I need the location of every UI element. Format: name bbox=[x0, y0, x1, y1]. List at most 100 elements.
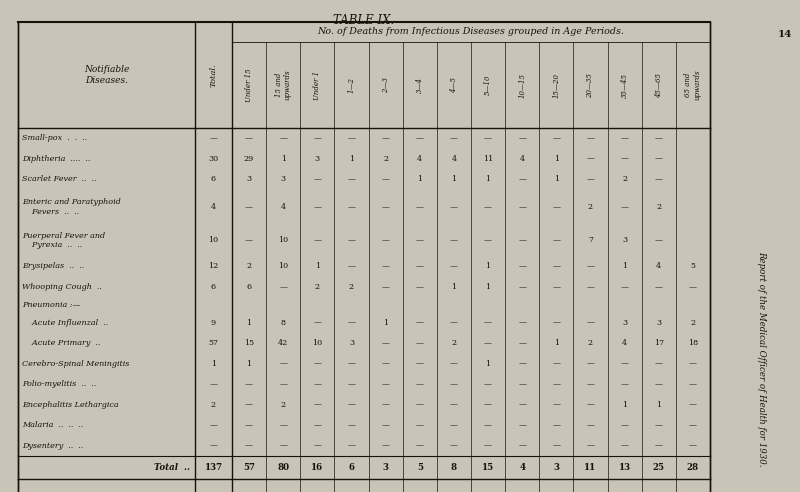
Text: —: — bbox=[314, 421, 322, 429]
Text: —: — bbox=[518, 134, 526, 142]
Text: 35—45: 35—45 bbox=[621, 72, 629, 97]
Text: —: — bbox=[279, 360, 287, 368]
Text: —: — bbox=[382, 283, 390, 291]
Text: 14: 14 bbox=[778, 30, 792, 39]
Text: —: — bbox=[347, 175, 355, 183]
Text: —: — bbox=[552, 319, 560, 327]
Text: 1: 1 bbox=[246, 360, 252, 368]
Text: 1: 1 bbox=[486, 360, 490, 368]
Text: 2: 2 bbox=[622, 175, 627, 183]
Text: —: — bbox=[654, 155, 662, 163]
Text: 1: 1 bbox=[656, 401, 662, 409]
Text: —: — bbox=[484, 339, 492, 347]
Text: —: — bbox=[245, 203, 253, 211]
Text: —: — bbox=[382, 421, 390, 429]
Text: —: — bbox=[552, 283, 560, 291]
Text: —: — bbox=[314, 442, 322, 450]
Text: —: — bbox=[314, 175, 322, 183]
Text: Cerebro-Spinal Meningitis: Cerebro-Spinal Meningitis bbox=[22, 360, 130, 368]
Text: —: — bbox=[654, 421, 662, 429]
Text: 10: 10 bbox=[278, 236, 288, 244]
Text: 1: 1 bbox=[314, 262, 320, 271]
Text: —: — bbox=[314, 134, 322, 142]
Text: —: — bbox=[586, 421, 594, 429]
Text: 11: 11 bbox=[584, 463, 597, 472]
Text: 1: 1 bbox=[383, 319, 388, 327]
Text: —: — bbox=[518, 421, 526, 429]
Text: —: — bbox=[416, 339, 424, 347]
Text: 1: 1 bbox=[486, 283, 490, 291]
Text: Total.: Total. bbox=[210, 63, 218, 87]
Text: 6: 6 bbox=[246, 283, 252, 291]
Text: 5—10: 5—10 bbox=[484, 75, 492, 95]
Text: —: — bbox=[382, 442, 390, 450]
Text: —: — bbox=[654, 134, 662, 142]
Text: —: — bbox=[382, 262, 390, 271]
Text: —: — bbox=[450, 319, 458, 327]
Text: —: — bbox=[279, 442, 287, 450]
Text: 10: 10 bbox=[209, 236, 218, 244]
Text: —: — bbox=[621, 442, 629, 450]
Text: —: — bbox=[314, 380, 322, 388]
Text: 2: 2 bbox=[383, 155, 388, 163]
Text: 2: 2 bbox=[281, 401, 286, 409]
Text: —: — bbox=[621, 203, 629, 211]
Text: —: — bbox=[210, 442, 218, 450]
Text: 57: 57 bbox=[209, 339, 218, 347]
Text: —: — bbox=[654, 380, 662, 388]
Text: 1: 1 bbox=[622, 401, 627, 409]
Text: —: — bbox=[382, 203, 390, 211]
Text: Acute Influenzal  ..: Acute Influenzal .. bbox=[22, 319, 108, 327]
Text: —: — bbox=[552, 236, 560, 244]
Text: —: — bbox=[314, 203, 322, 211]
Text: 2: 2 bbox=[656, 203, 662, 211]
Text: 4—5: 4—5 bbox=[450, 77, 458, 93]
Text: —: — bbox=[416, 319, 424, 327]
Text: —: — bbox=[689, 380, 697, 388]
Text: —: — bbox=[450, 401, 458, 409]
Text: 2: 2 bbox=[690, 319, 695, 327]
Text: 3: 3 bbox=[314, 155, 320, 163]
Text: —: — bbox=[586, 360, 594, 368]
Text: —: — bbox=[484, 401, 492, 409]
Text: 1: 1 bbox=[211, 360, 216, 368]
Text: —: — bbox=[586, 319, 594, 327]
Text: —: — bbox=[654, 236, 662, 244]
Text: 13: 13 bbox=[618, 463, 630, 472]
Text: 9: 9 bbox=[211, 319, 216, 327]
Text: 2: 2 bbox=[588, 203, 593, 211]
Text: —: — bbox=[586, 175, 594, 183]
Text: —: — bbox=[621, 360, 629, 368]
Text: —: — bbox=[518, 339, 526, 347]
Text: 4: 4 bbox=[622, 339, 627, 347]
Text: —: — bbox=[416, 421, 424, 429]
Text: Encephalitis Lethargica: Encephalitis Lethargica bbox=[22, 401, 118, 409]
Text: 65 and
upwards: 65 and upwards bbox=[684, 70, 702, 100]
Text: —: — bbox=[552, 203, 560, 211]
Text: 17: 17 bbox=[654, 339, 664, 347]
Text: —: — bbox=[518, 283, 526, 291]
Text: —: — bbox=[552, 442, 560, 450]
Text: —: — bbox=[621, 155, 629, 163]
Text: 8: 8 bbox=[281, 319, 286, 327]
Text: —: — bbox=[552, 421, 560, 429]
Text: Whooping Cough  ..: Whooping Cough .. bbox=[22, 283, 102, 291]
Text: 12: 12 bbox=[208, 262, 218, 271]
Text: —: — bbox=[654, 175, 662, 183]
Text: —: — bbox=[450, 262, 458, 271]
Text: —: — bbox=[518, 236, 526, 244]
Text: —: — bbox=[245, 134, 253, 142]
Text: —: — bbox=[518, 380, 526, 388]
Text: 3: 3 bbox=[622, 319, 627, 327]
Text: —: — bbox=[484, 134, 492, 142]
Text: Pneumonia :—: Pneumonia :— bbox=[22, 301, 81, 309]
Text: 3: 3 bbox=[382, 463, 389, 472]
Text: 10—15: 10—15 bbox=[518, 72, 526, 97]
Text: —: — bbox=[450, 442, 458, 450]
Text: Under 1: Under 1 bbox=[314, 70, 322, 99]
Text: 3: 3 bbox=[622, 236, 627, 244]
Text: 3: 3 bbox=[656, 319, 662, 327]
Text: 1—2: 1—2 bbox=[347, 77, 355, 93]
Text: —: — bbox=[484, 421, 492, 429]
Text: Erysipelas  ..  ..: Erysipelas .. .. bbox=[22, 262, 84, 271]
